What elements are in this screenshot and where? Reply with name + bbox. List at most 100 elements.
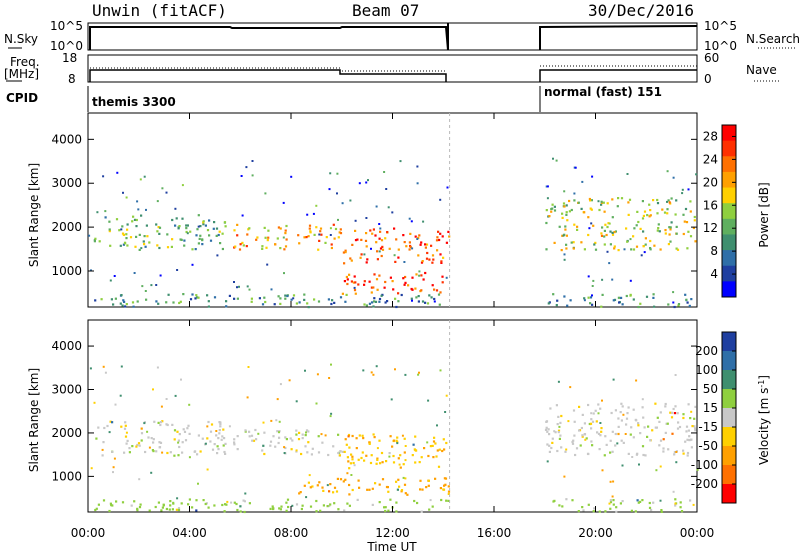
echo-cell <box>353 289 357 292</box>
echo-cell <box>437 230 440 233</box>
echo-cell <box>634 418 637 421</box>
echo-cell <box>660 510 663 513</box>
echo-cell <box>181 217 184 220</box>
echo-cell <box>284 446 287 450</box>
echo-cell <box>640 254 643 257</box>
echo-cell <box>344 478 347 481</box>
echo-cell <box>670 197 673 200</box>
echo-cell <box>408 248 411 251</box>
echo-cell <box>303 293 306 296</box>
echo-cell <box>284 436 287 439</box>
echo-cell <box>168 508 171 511</box>
echo-cell <box>132 215 135 218</box>
echo-cell <box>208 234 211 237</box>
echo-cell <box>590 199 593 202</box>
echo-cell <box>194 248 197 251</box>
echo-cell <box>596 431 599 434</box>
echo-cell <box>693 219 696 222</box>
echo-cell <box>598 448 601 451</box>
echo-cell <box>277 295 280 298</box>
echo-cell <box>391 211 394 214</box>
echo-cell <box>438 303 441 306</box>
echo-cell <box>418 461 421 464</box>
x-axis-label: Time UT <box>366 540 417 554</box>
echo-cell <box>404 459 407 462</box>
echo-cell <box>675 451 678 453</box>
echo-cell <box>594 241 597 244</box>
echo-cell <box>682 449 685 452</box>
echo-cell <box>560 446 563 449</box>
echo-cell <box>186 427 189 430</box>
echo-cell <box>165 398 168 400</box>
echo-cell <box>570 241 573 244</box>
echo-cell <box>434 477 437 480</box>
echo-cell <box>650 508 653 512</box>
echo-cell <box>233 438 236 441</box>
echo-cell <box>292 297 295 300</box>
echo-cell <box>397 300 400 303</box>
echo-cell <box>161 506 164 509</box>
echo-cell <box>567 420 570 423</box>
echo-cell <box>339 296 343 299</box>
echo-cell <box>233 443 236 446</box>
echo-cell <box>557 429 561 432</box>
echo-cell <box>658 230 661 233</box>
echo-cell <box>332 445 335 448</box>
echo-cell <box>378 274 381 277</box>
freq-tick-top: 18 <box>62 51 77 65</box>
velocity-colorbar-label: Velocity [m s-1] <box>757 375 771 465</box>
echo-cell <box>133 500 136 503</box>
echo-cell <box>285 509 288 512</box>
echo-cell <box>332 491 335 494</box>
echo-cell <box>378 250 381 253</box>
echo-cell <box>641 499 644 502</box>
echo-cell <box>415 273 418 276</box>
echo-cell <box>561 212 564 215</box>
echo-cell <box>277 226 280 229</box>
echo-cell <box>247 366 250 368</box>
echo-cell <box>617 425 620 428</box>
echo-cell <box>317 300 321 303</box>
echo-cell <box>286 498 290 501</box>
echo-cell <box>222 428 225 431</box>
echo-cell <box>233 297 236 300</box>
echo-cell <box>419 479 422 482</box>
echo-cell <box>347 460 350 463</box>
echo-cell <box>196 228 199 231</box>
echo-cell <box>674 504 677 507</box>
x-tick-label: 16:00 <box>477 526 512 540</box>
echo-cell <box>591 294 593 297</box>
echo-cell <box>312 212 315 215</box>
echo-cell <box>395 510 398 513</box>
echo-cell <box>437 293 441 296</box>
echo-cell <box>292 294 296 297</box>
echo-cell <box>285 438 288 441</box>
echo-cell <box>346 472 349 475</box>
echo-cell <box>303 298 306 301</box>
echo-cell <box>398 463 401 466</box>
echo-cell <box>425 257 429 260</box>
echo-cell <box>176 497 179 500</box>
echo-cell <box>95 507 98 510</box>
echo-cell <box>571 442 575 445</box>
echo-cell <box>600 203 603 206</box>
echo-cell <box>246 233 249 236</box>
echo-cell <box>613 231 616 234</box>
echo-cell <box>108 230 111 233</box>
echo-cell <box>371 301 374 304</box>
echo-cell <box>435 239 439 242</box>
echo-cell <box>307 481 310 484</box>
echo-cell <box>554 431 557 434</box>
echo-cell <box>616 205 619 208</box>
echo-cell <box>560 249 563 252</box>
echo-cell <box>282 236 285 239</box>
echo-cell <box>317 248 320 251</box>
echo-cell <box>667 303 670 306</box>
echo-cell <box>337 451 340 455</box>
echo-cell <box>136 443 139 447</box>
echo-cell <box>563 295 566 298</box>
echo-cell <box>595 420 598 423</box>
echo-cell <box>225 300 228 303</box>
echo-cell <box>284 232 287 235</box>
echo-cell <box>395 439 398 442</box>
